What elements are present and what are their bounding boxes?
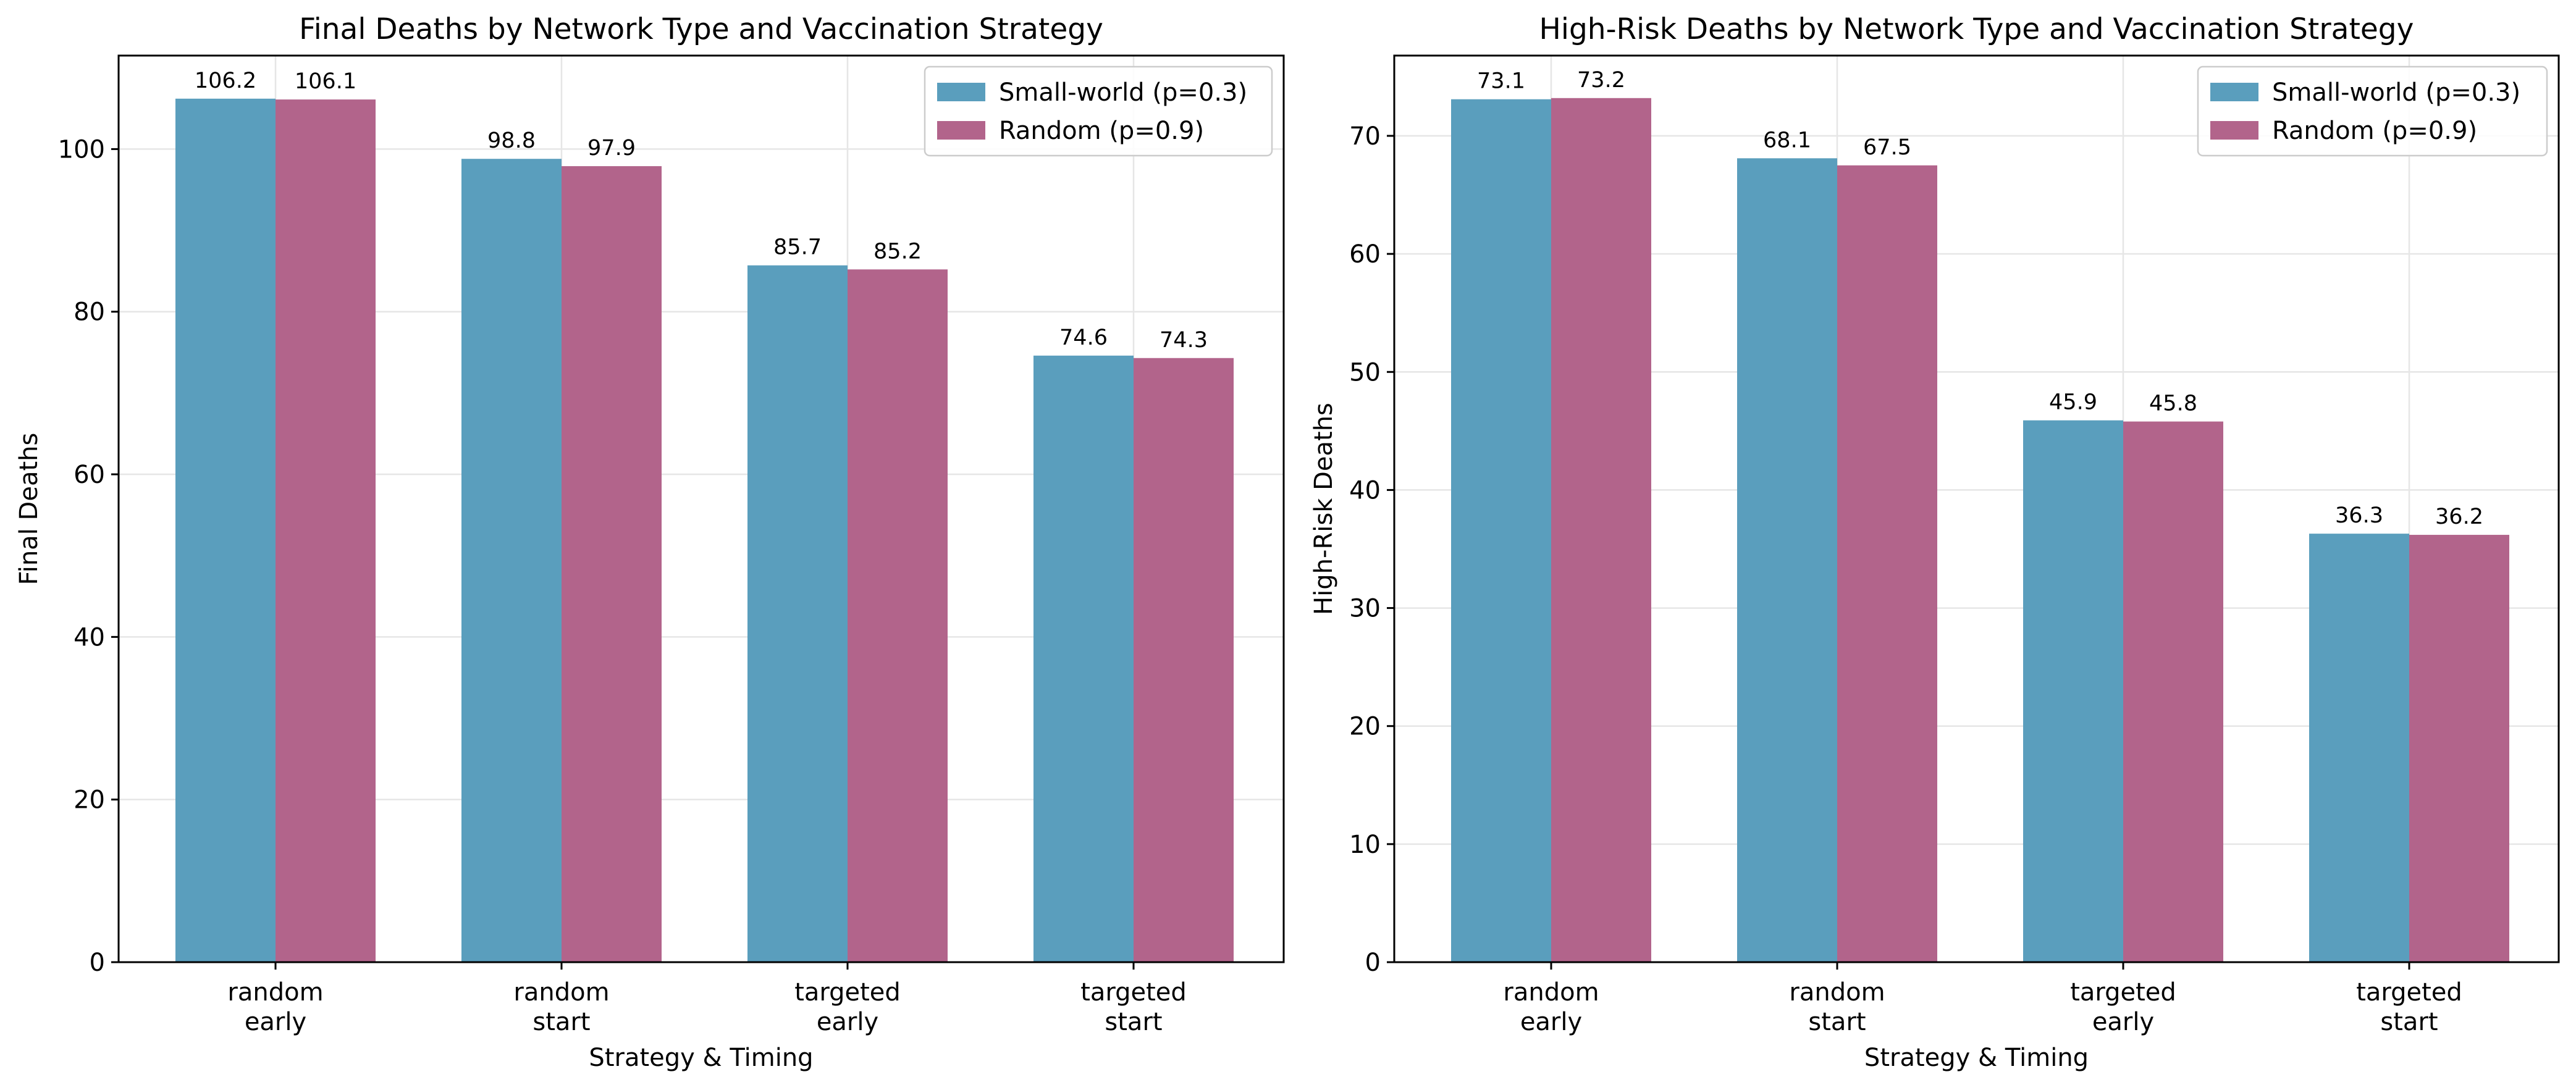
bar-random-2	[562, 166, 662, 962]
y-tick-label: 40	[74, 623, 105, 652]
data-label: 106.1	[295, 69, 356, 94]
data-label: 45.9	[2049, 390, 2097, 415]
y-axis-label: Final Deaths	[15, 433, 43, 585]
x-tick-label: random	[513, 978, 609, 1007]
bar-random-4	[2409, 535, 2509, 962]
bar-small-world-2	[461, 159, 562, 963]
axes-frame	[117, 54, 1285, 963]
legend-swatch	[2210, 121, 2258, 140]
data-label: 97.9	[587, 136, 636, 161]
legend: Small-world (p=0.3) Random (p=0.9)	[2197, 65, 2548, 157]
legend-frame	[924, 65, 1273, 157]
legend-swatch	[2210, 83, 2258, 101]
data-label: 74.3	[1160, 328, 1208, 353]
x-tick-label: targeted	[1080, 978, 1187, 1007]
bar-small-world-4	[2309, 534, 2409, 962]
y-tick-label: 20	[74, 786, 105, 815]
x-tick-label: start	[532, 1008, 590, 1036]
bar-random-2	[1837, 165, 1937, 962]
y-tick-label: 30	[1349, 595, 1381, 623]
chart-title: High-Risk Deaths by Network Type and Vac…	[1539, 12, 2414, 46]
y-tick-label: 40	[1349, 476, 1381, 505]
bar-small-world-3	[2023, 420, 2123, 962]
data-labels: 106.2 98.8 85.7 74.6 106.1 97.9 85.2 74.3	[195, 69, 1208, 353]
chart-panel-2: 73.1 68.1 45.9 36.3 73.2 67.5 45.8 36.2 0 10 20 30 4…	[1310, 12, 2560, 1072]
chart-panel-1: 106.2 98.8 85.7 74.6 106.1 97.9 85.2 74.3 0 20 40 6…	[15, 12, 1285, 1072]
x-axis-label: Strategy & Timing	[1864, 1044, 2089, 1072]
bar-random-3	[848, 269, 948, 962]
bar-random-1	[1551, 98, 1651, 962]
x-axis: randomearlyrandomstarttargetedearlytarge…	[1503, 962, 2462, 1036]
y-tick-label: 0	[90, 949, 105, 977]
y-tick-label: 60	[1349, 240, 1381, 269]
x-tick-label: targeted	[2070, 978, 2176, 1007]
x-tick-label: start	[1808, 1008, 1866, 1036]
x-tick-label: start	[2380, 1008, 2438, 1036]
bar-small-world-2	[1737, 158, 1837, 962]
bar-small-world-1	[1451, 99, 1551, 962]
y-axis: 0 20 40 60 80 100	[58, 135, 119, 977]
y-axis-label: High-Risk Deaths	[1310, 403, 1338, 615]
data-label: 98.8	[487, 128, 536, 153]
y-tick-label: 20	[1349, 713, 1381, 741]
data-label: 85.2	[873, 239, 922, 264]
bar-small-world-1	[175, 98, 276, 962]
data-label: 68.1	[1763, 128, 1811, 153]
data-label: 45.8	[2149, 392, 2197, 416]
bars	[175, 98, 1234, 963]
x-tick-label: targeted	[2356, 978, 2462, 1007]
x-tick-label: random	[227, 978, 323, 1007]
y-axis: 0 10 20 30 40 50 60 70	[1349, 122, 1394, 977]
x-tick-label: early	[2092, 1008, 2154, 1036]
y-tick-label: 10	[1349, 831, 1381, 859]
legend-swatch	[937, 121, 985, 140]
bar-random-1	[276, 99, 376, 963]
y-tick-label: 0	[1365, 949, 1381, 977]
data-labels: 73.1 68.1 45.9 36.3 73.2 67.5 45.8 36.2	[1477, 68, 2483, 529]
data-label: 73.2	[1577, 68, 1625, 93]
x-tick-label: start	[1105, 1008, 1162, 1036]
data-label: 73.1	[1477, 69, 1525, 94]
axes-frame	[1393, 54, 2560, 963]
legend-label: Small-world (p=0.3)	[2272, 78, 2520, 107]
legend-label: Small-world (p=0.3)	[999, 78, 1247, 107]
chart-title: Final Deaths by Network Type and Vaccina…	[299, 12, 1103, 46]
bar-small-world-3	[747, 265, 848, 963]
x-tick-label: random	[1789, 978, 1885, 1007]
legend-frame	[2197, 65, 2548, 157]
y-tick-label: 100	[58, 135, 105, 164]
x-tick-label: early	[817, 1008, 878, 1036]
bars	[1451, 98, 2509, 962]
data-label: 67.5	[1863, 135, 1911, 160]
x-tick-label: early	[245, 1008, 306, 1036]
y-tick-label: 50	[1349, 358, 1381, 387]
legend-label: Random (p=0.9)	[999, 117, 1204, 145]
legend-label: Random (p=0.9)	[2272, 117, 2477, 145]
data-label: 85.7	[773, 235, 822, 260]
x-tick-label: early	[1520, 1008, 1582, 1036]
x-axis-label: Strategy & Timing	[589, 1044, 813, 1072]
y-tick-label: 70	[1349, 122, 1381, 151]
y-tick-label: 80	[74, 298, 105, 327]
x-tick-label: random	[1503, 978, 1599, 1007]
legend: Small-world (p=0.3) Random (p=0.9)	[924, 65, 1273, 157]
bar-random-3	[2123, 421, 2223, 962]
data-label: 106.2	[195, 69, 256, 93]
data-label: 36.2	[2435, 505, 2483, 529]
legend-swatch	[937, 83, 985, 101]
data-label: 36.3	[2335, 503, 2383, 528]
bar-random-4	[1134, 358, 1234, 962]
y-tick-label: 60	[74, 461, 105, 489]
x-axis: randomearlyrandomstarttargetedearlytarge…	[227, 962, 1187, 1036]
x-tick-label: targeted	[794, 978, 901, 1007]
bar-small-world-4	[1033, 355, 1134, 962]
data-label: 74.6	[1059, 325, 1108, 350]
